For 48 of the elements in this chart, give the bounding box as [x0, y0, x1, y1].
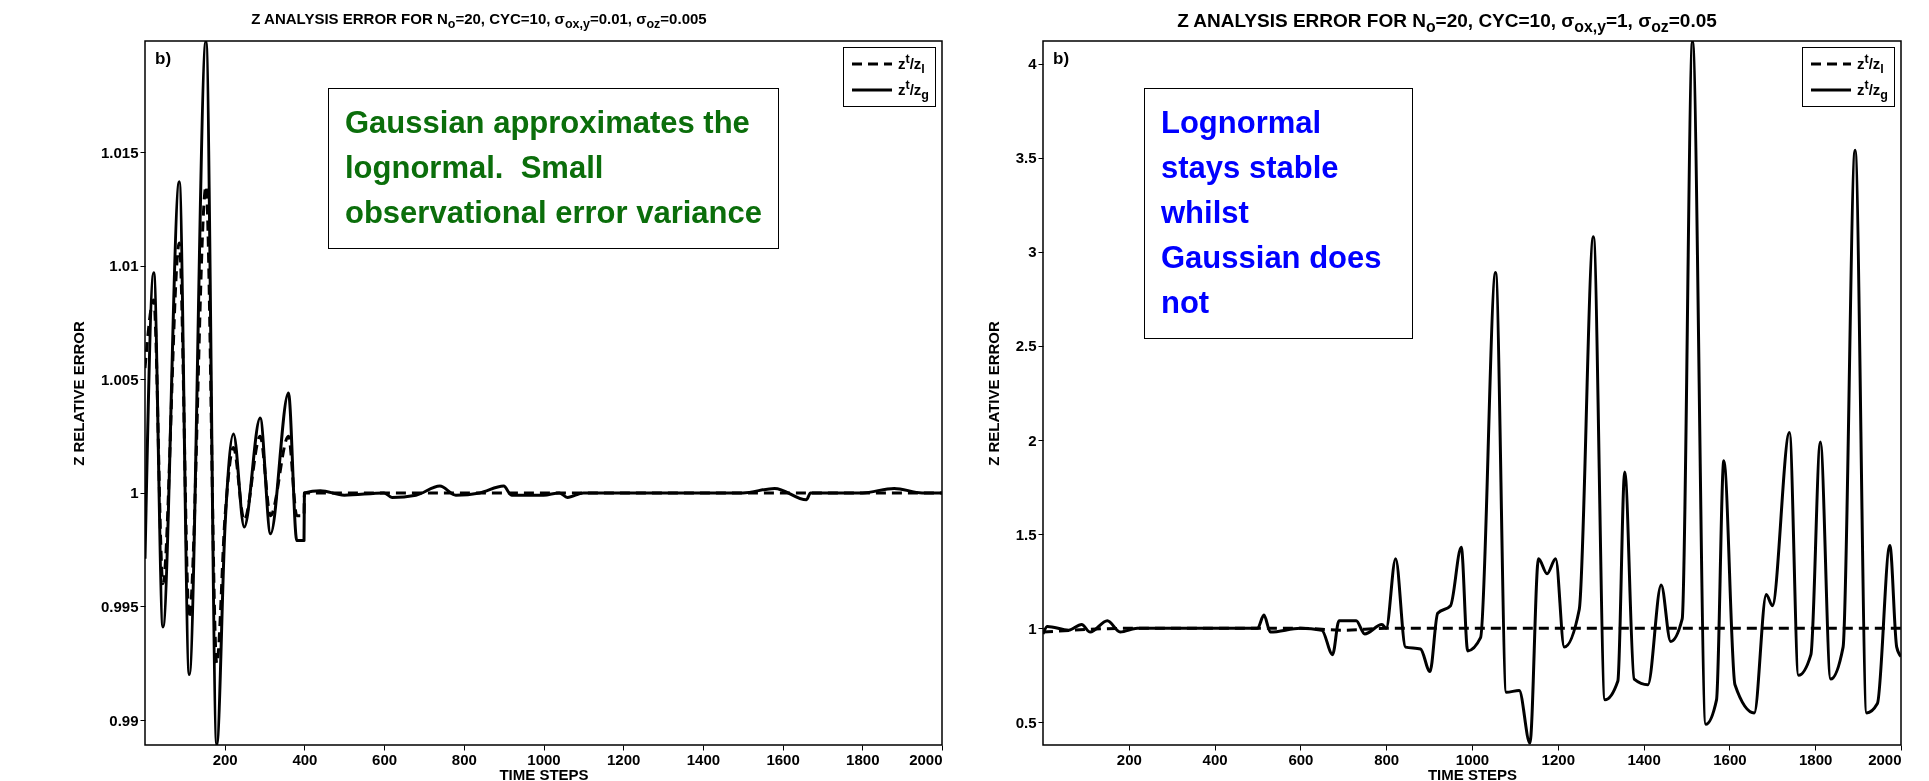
y-tick-label: 0.99	[109, 711, 139, 729]
annotation: Lognormal stays stable whilst Gaussian does not	[1144, 88, 1413, 339]
y-tick-label: 3.5	[1015, 149, 1037, 167]
legend-label: z$^{t}$/z$_{g}$	[898, 78, 929, 102]
y-tick-label: 1.015	[100, 143, 139, 161]
y-tick-label: 3	[1028, 243, 1037, 261]
y-tick-label: 1	[130, 484, 139, 502]
x-tick-label: 400	[1202, 750, 1228, 768]
legend-label: z$^{t}$/z$_{l}$	[898, 52, 925, 76]
x-tick-label: 1400	[686, 750, 721, 768]
x-tick-label: 800	[451, 750, 477, 768]
annotation: b)	[155, 49, 172, 69]
x-tick-label: 1000	[527, 750, 561, 768]
x-axis-title: TIME STEPS	[499, 765, 589, 781]
y-tick-label: 2.5	[1015, 337, 1037, 355]
y-tick-label: 1.5	[1015, 525, 1037, 543]
y-tick-label: 1.01	[109, 257, 139, 275]
x-tick-label: 1400	[1627, 750, 1661, 768]
x-tick-label: 1200	[1541, 750, 1575, 768]
x-tick-label: 200	[1116, 750, 1142, 768]
y-tick-label: 2	[1028, 431, 1037, 449]
x-tick-label: 1800	[846, 750, 880, 768]
legend-label: z$^{t}$/z$_{g}$	[1857, 78, 1888, 102]
y-tick-label: 1	[1028, 619, 1037, 637]
y-tick-label: 4	[1028, 55, 1038, 73]
x-tick-label: 600	[372, 750, 398, 768]
y-axis-title: Z RELATIVE ERROR	[984, 320, 1002, 466]
y-tick-label: 0.995	[100, 597, 139, 615]
y-axis-title: Z RELATIVE ERROR	[69, 320, 87, 466]
x-tick-label: 400	[292, 750, 318, 768]
x-tick-label: 1600	[1713, 750, 1747, 768]
x-tick-label: 800	[1374, 750, 1400, 768]
x-tick-label: 1800	[1799, 750, 1833, 768]
legend-label: z$^{t}$/z$_{l}$	[1857, 52, 1884, 76]
annotation: Gaussian approximates the lognormal. Small observational error variance	[328, 88, 779, 249]
y-tick-label: 1.005	[100, 370, 139, 388]
chart-title: Z ANALYSIS ERROR FOR N$_{o}$=20, CYC=10, σ$_{ox,y}$=0.01, σ$_{oz}$=0.005	[250, 10, 708, 31]
x-tick-label: 1000	[1455, 750, 1490, 768]
x-axis-title: TIME STEPS	[1427, 765, 1518, 781]
x-tick-label: 2000	[1868, 750, 1902, 768]
x-tick-label: 1600	[766, 750, 800, 768]
x-tick-label: 200	[212, 750, 238, 768]
annotation: b)	[1053, 49, 1070, 69]
x-tick-label: 600	[1288, 750, 1314, 768]
chart-title: Z ANALYSIS ERROR FOR N$_{o}$=20, CYC=10, σ$_{ox,y}$=1, σ$_{oz}$=0.05	[1176, 10, 1718, 36]
y-tick-label: 0.5	[1015, 713, 1037, 731]
x-tick-label: 2000	[909, 750, 943, 768]
x-tick-label: 1200	[607, 750, 641, 768]
